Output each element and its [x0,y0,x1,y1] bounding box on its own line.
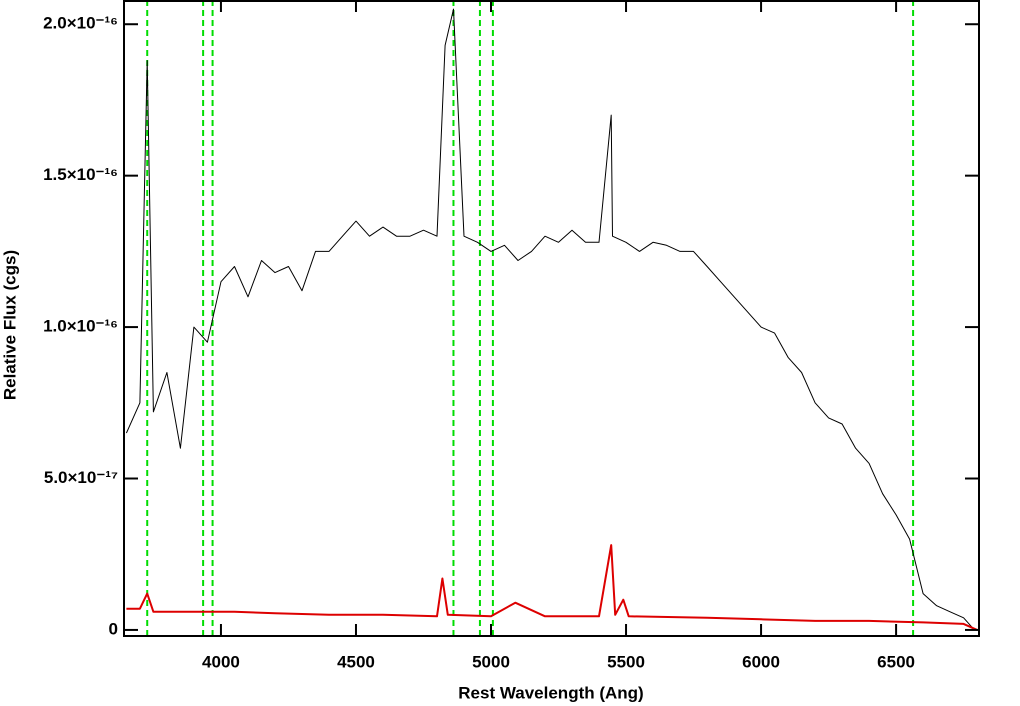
y-tick-label: 1.5×10⁻¹⁶ [43,165,118,184]
x-tick-label: 5000 [472,652,510,671]
y-tick-label: 5.0×10⁻¹⁷ [44,468,118,487]
x-tick-label: 5500 [607,652,645,671]
x-tick-label: 4000 [202,652,240,671]
x-tick-label: 6500 [877,652,915,671]
spectrum-line [125,8,975,631]
plot-frame [123,0,980,637]
spectrum-line [126,544,978,631]
y-tick-label: 2.0×10⁻¹⁶ [43,14,118,33]
x-tick-label: 6000 [742,652,780,671]
x-tick-label: 4500 [337,652,375,671]
y-axis-label: Relative Flux (cgs) [0,250,19,400]
y-tick-label: 1.0×10⁻¹⁶ [43,317,118,336]
x-axis-label: Rest Wavelength (Ang) [458,683,643,702]
y-tick-label: 0 [109,619,118,638]
